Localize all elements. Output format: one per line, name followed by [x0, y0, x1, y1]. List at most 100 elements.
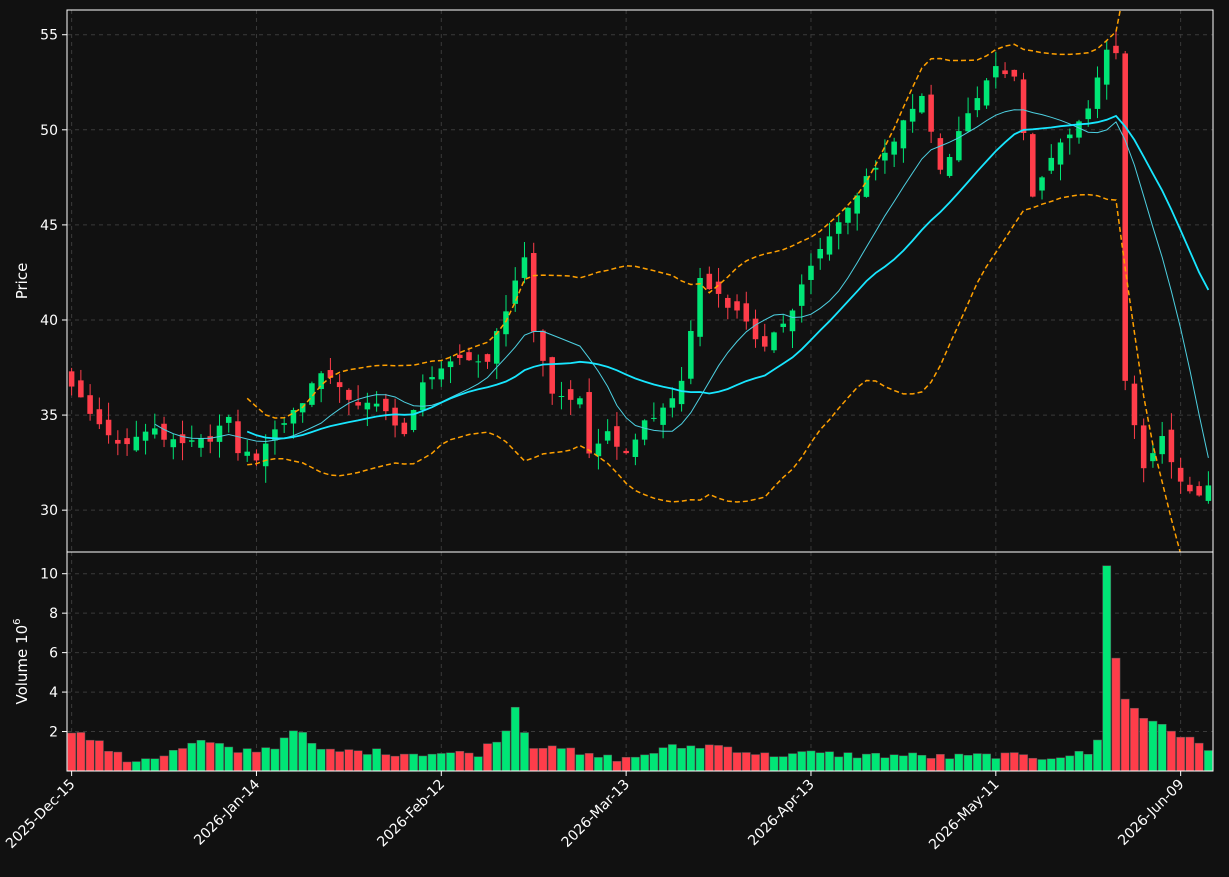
volume-bar: [390, 755, 400, 772]
volume-bar: [252, 751, 261, 772]
candle-body: [909, 108, 916, 122]
candle-body: [558, 396, 565, 398]
volume-bar: [353, 750, 363, 772]
volume-bar: [1111, 657, 1121, 772]
candle-body: [521, 257, 528, 278]
candle-body: [641, 420, 648, 440]
candle-body: [974, 98, 981, 111]
volume-bar: [215, 743, 224, 772]
volume-bar: [381, 754, 391, 772]
volume-bar: [501, 730, 511, 772]
volume-bar: [649, 753, 659, 772]
candle-body: [410, 409, 417, 430]
candle-body: [706, 273, 713, 290]
volume-ytick-label: 4: [49, 685, 58, 701]
candle-body: [891, 141, 897, 155]
volume-bar: [945, 758, 954, 772]
volume-bar: [917, 754, 927, 772]
volume-bar: [1093, 739, 1102, 772]
candle-body: [798, 284, 805, 306]
volume-bar: [760, 752, 770, 772]
bollinger-lower: [247, 193, 1181, 552]
volume-bar: [788, 753, 797, 772]
volume-bar: [316, 748, 326, 772]
volume-bar: [935, 754, 945, 772]
candle-body: [133, 436, 140, 451]
candle-body: [216, 425, 223, 442]
candle-body: [1085, 108, 1092, 120]
price-ytick-label: 50: [40, 123, 58, 139]
candle-body: [919, 95, 925, 113]
candle-body: [115, 439, 121, 444]
volume-bar: [372, 748, 381, 772]
volume-bar: [1167, 730, 1176, 772]
volume-bar: [640, 754, 649, 772]
candle-body: [142, 431, 149, 441]
volume-axis-title: Volume 106: [12, 618, 31, 704]
volume-bar: [991, 758, 1001, 772]
volume-ytick-label: 10: [40, 567, 58, 583]
candle-body: [484, 354, 491, 362]
candle-body: [845, 207, 851, 223]
candle-body: [420, 382, 426, 411]
volume-bar: [418, 755, 428, 772]
volume-bar: [751, 754, 760, 772]
candle-body: [946, 157, 953, 176]
candle-body: [512, 280, 519, 304]
volume-bar: [1130, 707, 1139, 772]
volume-bar: [261, 747, 271, 772]
volume-bar: [704, 744, 714, 772]
candle-body: [660, 407, 666, 425]
price-panel-frame: [66, 9, 1214, 553]
volume-axis-title-text: Volume 10: [13, 625, 31, 705]
volume-bar: [455, 750, 465, 772]
candle-body: [225, 416, 232, 423]
candle-body: [780, 323, 787, 328]
volume-bar: [686, 745, 696, 772]
grid-lines: [67, 10, 1213, 771]
candle-body: [854, 195, 860, 214]
candle-body: [937, 138, 944, 170]
volume-ytick-label: 8: [49, 606, 58, 622]
candle-body: [1094, 77, 1101, 109]
volume-bar: [695, 748, 705, 772]
sma-slow-line: [246, 114, 1210, 440]
volume-bar: [843, 752, 853, 772]
volume-bar: [1204, 750, 1213, 772]
candle-body: [87, 395, 93, 414]
volume-bar: [982, 753, 991, 772]
candle-body: [1002, 70, 1008, 75]
volume-bar: [1120, 698, 1130, 772]
volume-bar: [492, 741, 502, 772]
volume-axis-exponent: 6: [12, 618, 23, 624]
candle-body: [1131, 383, 1138, 426]
volume-bar: [196, 740, 206, 772]
volume-bar: [926, 758, 936, 772]
candle-body: [327, 370, 334, 378]
xtick-label: 2026-Feb-12: [374, 777, 448, 851]
volume-bar: [1046, 758, 1056, 772]
volume-bar: [289, 730, 298, 772]
candle-body: [669, 398, 676, 408]
candle-body: [124, 438, 130, 445]
volume-bar: [954, 753, 964, 772]
volume-bar: [723, 746, 733, 772]
volume-bar: [575, 754, 585, 772]
candle-body: [567, 389, 574, 400]
volume-ytick-label: 2: [49, 725, 58, 741]
candle-body: [1205, 485, 1212, 501]
candle-body: [401, 422, 408, 435]
volume-bar: [1139, 718, 1149, 772]
volume-bar: [205, 742, 215, 772]
candle-body: [761, 336, 768, 347]
volume-bar: [122, 761, 132, 772]
price-ytick-label: 55: [40, 28, 58, 44]
candle-body: [318, 373, 324, 390]
candle-body: [956, 131, 962, 161]
price-ytick-label: 45: [40, 218, 58, 234]
volume-bar: [344, 749, 354, 772]
candle-body: [105, 419, 112, 436]
candle-body: [383, 398, 389, 412]
candle-body: [678, 380, 685, 405]
